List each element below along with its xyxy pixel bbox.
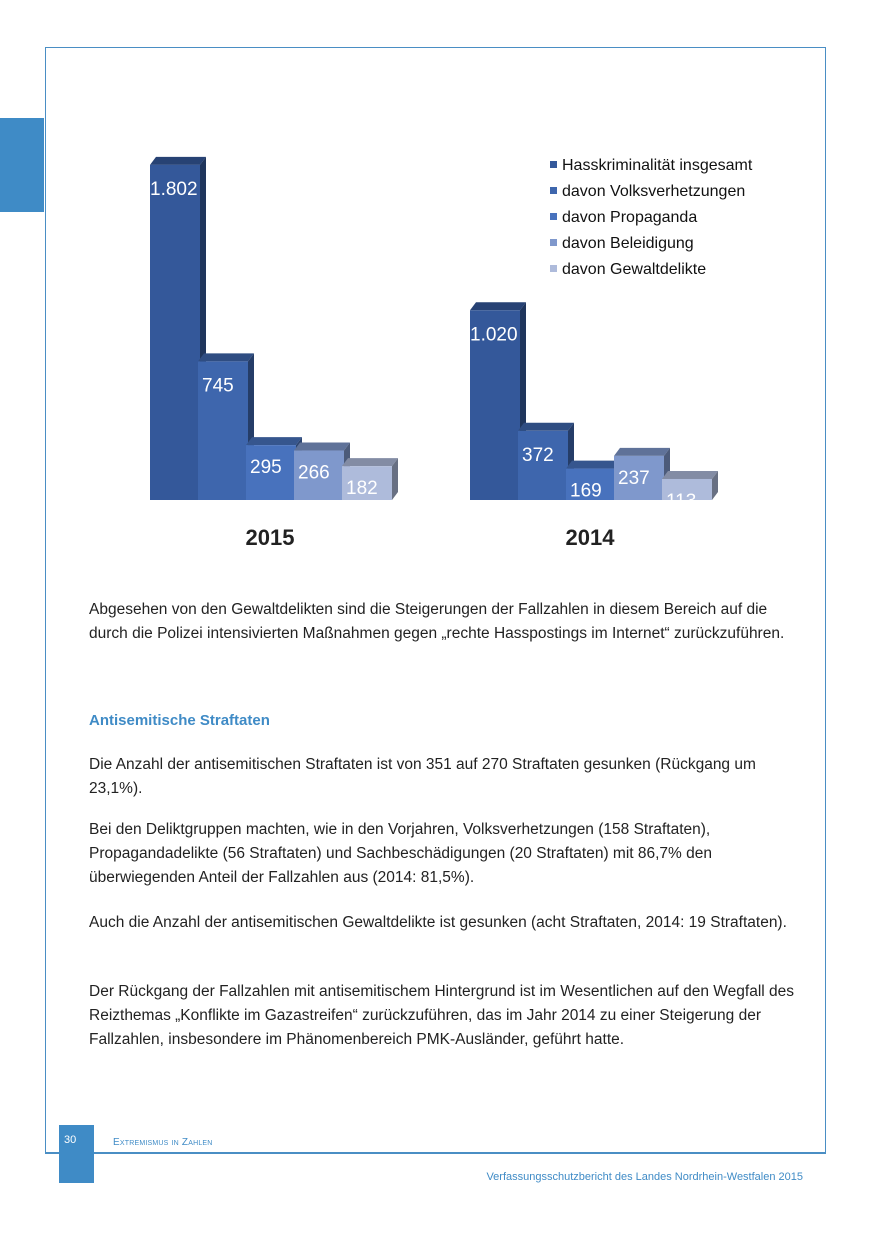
bar-top xyxy=(150,156,206,165)
paragraph-text: Der Rückgang der Fallzahlen mit antisemi… xyxy=(89,983,795,1048)
bar xyxy=(198,361,248,500)
bar xyxy=(470,310,520,500)
paragraph-5: Der Rückgang der Fallzahlen mit antisemi… xyxy=(89,980,809,1052)
bar-value-label: 169 xyxy=(570,481,602,502)
paragraph-text: Bei den Deliktgruppen machten, wie in de… xyxy=(89,821,712,886)
bar-value-label: 266 xyxy=(298,463,330,484)
hate-crime-chart: 1.802 745 295 266 182 2015 1.020 372 169 237 113 20… xyxy=(150,156,753,550)
legend-swatch xyxy=(550,239,557,246)
bar-value-label: 745 xyxy=(202,375,234,396)
legend-swatch xyxy=(550,213,557,220)
category-label: 2014 xyxy=(566,525,616,550)
legend-label: davon Volksverhetzungen xyxy=(562,183,745,200)
bar xyxy=(246,445,296,500)
bar-value-label: 1.802 xyxy=(150,179,198,200)
paragraph-2: Die Anzahl der antisemitischen Straftate… xyxy=(89,753,809,801)
bar-value-label: 1.020 xyxy=(470,324,518,345)
bar-top xyxy=(294,442,350,451)
bar-top xyxy=(566,460,622,469)
legend-label: davon Gewaltdelikte xyxy=(562,261,706,278)
paragraph-text: Die Anzahl der antisemitischen Straftate… xyxy=(89,756,756,797)
bar-top xyxy=(614,447,670,456)
bar-top xyxy=(662,470,718,479)
paragraph-4: Auch die Anzahl der antisemitischen Gewa… xyxy=(89,911,809,935)
bar-top xyxy=(342,458,398,467)
bar-side xyxy=(712,470,718,500)
bar-top xyxy=(198,353,254,362)
legend-label: davon Propaganda xyxy=(562,209,697,226)
bar-top xyxy=(518,422,574,431)
section-title: Extremismus in Zahlen xyxy=(113,1137,213,1148)
report-title: Verfassungsschutzbericht des Landes Nord… xyxy=(486,1171,803,1183)
bar xyxy=(614,455,664,500)
legend-swatch xyxy=(550,187,557,194)
paragraph-1: Abgesehen von den Gewaltdelikten sind di… xyxy=(89,598,809,646)
bar-top xyxy=(470,302,526,311)
page-number: 30 xyxy=(59,1125,94,1183)
side-tab xyxy=(0,118,44,212)
bar-top xyxy=(246,437,302,446)
paragraph-3: Bei den Deliktgruppen machten, wie in de… xyxy=(89,818,809,890)
bar xyxy=(294,450,344,500)
bar-side xyxy=(392,458,398,500)
legend-label: davon Beleidigung xyxy=(562,235,694,252)
page-frame xyxy=(45,47,826,1154)
bar xyxy=(342,466,392,500)
legend-label: Hasskriminalität insgesamt xyxy=(562,157,753,174)
bar-value-label: 182 xyxy=(346,478,378,499)
paragraph-text: Auch die Anzahl der antisemitischen Gewa… xyxy=(89,914,787,931)
bar-value-label: 113 xyxy=(666,491,696,512)
section-heading: Antisemitische Straftaten xyxy=(89,712,270,729)
bar xyxy=(662,478,712,500)
legend-swatch xyxy=(550,161,557,168)
bar xyxy=(518,430,568,500)
bar xyxy=(150,164,200,500)
paragraph-text: Abgesehen von den Gewaltdelikten sind di… xyxy=(89,601,785,642)
legend-swatch xyxy=(550,265,557,272)
bar xyxy=(566,468,616,500)
bar-value-label: 295 xyxy=(250,457,282,478)
category-label: 2015 xyxy=(246,525,295,550)
bar-value-label: 237 xyxy=(618,468,650,489)
bar-value-label: 372 xyxy=(522,445,554,466)
